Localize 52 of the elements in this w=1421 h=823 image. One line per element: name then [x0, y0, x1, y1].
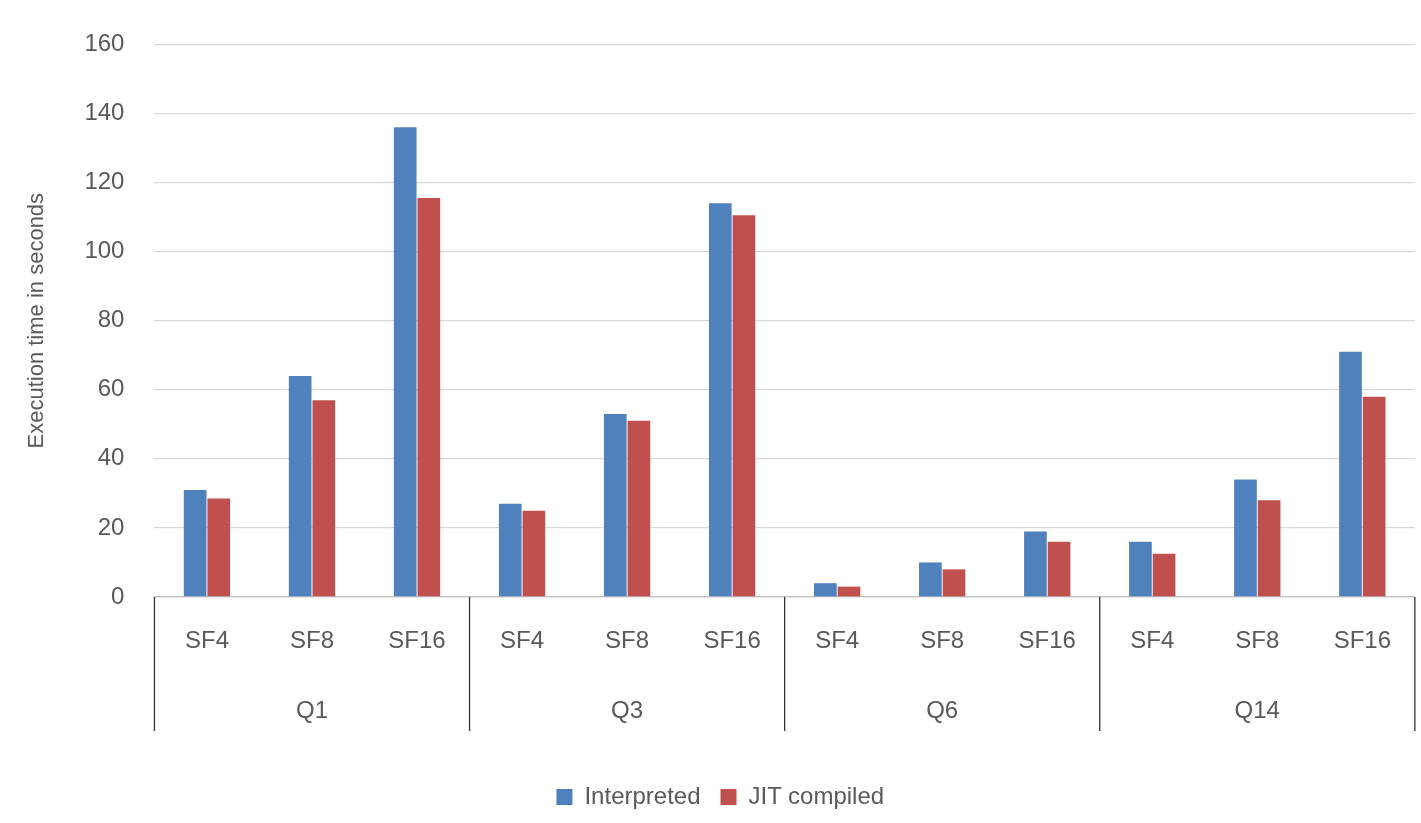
bar: [942, 569, 966, 597]
x-tick-label: SF4: [815, 626, 860, 654]
bar: [1257, 500, 1281, 597]
text: Q14: [1234, 695, 1280, 723]
y-tick-label: 60: [97, 374, 125, 402]
bar: [919, 562, 942, 597]
y-tick-label: 40: [97, 443, 125, 471]
bar: [288, 375, 312, 597]
x-tick-label: SF4: [1130, 626, 1175, 654]
y-tick-label: 140: [84, 98, 125, 126]
bar: [814, 583, 837, 597]
bar: [1024, 531, 1047, 597]
bar: [603, 413, 627, 597]
legend-label: Interpreted: [584, 781, 701, 809]
legend-label: JIT compiled: [748, 781, 885, 809]
x-tick-label: SF16: [1333, 626, 1392, 654]
x-tick-label: SF4: [500, 626, 545, 654]
bar: [1047, 541, 1071, 597]
bar: [1129, 541, 1152, 597]
bar: [522, 510, 546, 597]
bar: [1339, 351, 1362, 597]
bar: [1152, 553, 1176, 597]
bar: [627, 420, 651, 597]
x-tick-label: SF8: [289, 626, 334, 654]
y-tick-label: 80: [97, 305, 125, 333]
y-tick-label: 0: [111, 581, 125, 609]
x-tick-label: SF16: [1018, 626, 1076, 654]
bar: [732, 215, 756, 597]
bar: [837, 586, 861, 597]
text: Q1: [295, 695, 328, 723]
bar: [498, 503, 522, 597]
bar: [393, 127, 417, 597]
y-tick-label: 100: [84, 236, 125, 264]
bar: [207, 498, 231, 597]
y-axis-title: Execution time in seconds: [23, 192, 49, 449]
text: Q3: [611, 695, 644, 723]
x-tick-label: SF8: [1235, 626, 1280, 654]
x-tick-label: SF8: [605, 626, 650, 654]
bar: [312, 400, 336, 597]
x-tick-label: SF16: [388, 626, 446, 654]
x-tick-label: SF4: [184, 626, 229, 654]
y-tick-label: 20: [97, 512, 125, 540]
bar: [708, 203, 732, 597]
bar: [1362, 396, 1386, 597]
x-tick-label: SF8: [920, 626, 965, 654]
bar: [183, 489, 207, 597]
bar: [1234, 479, 1257, 597]
x-tick-label: SF16: [703, 626, 761, 654]
y-tick-label: 160: [84, 29, 125, 57]
bar: [417, 198, 441, 597]
text: Q6: [926, 695, 959, 723]
y-tick-label: 120: [84, 167, 125, 195]
